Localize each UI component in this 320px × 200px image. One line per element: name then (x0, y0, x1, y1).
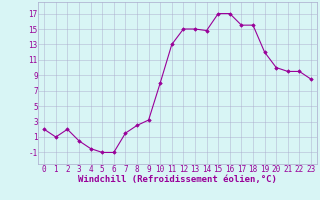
X-axis label: Windchill (Refroidissement éolien,°C): Windchill (Refroidissement éolien,°C) (78, 175, 277, 184)
